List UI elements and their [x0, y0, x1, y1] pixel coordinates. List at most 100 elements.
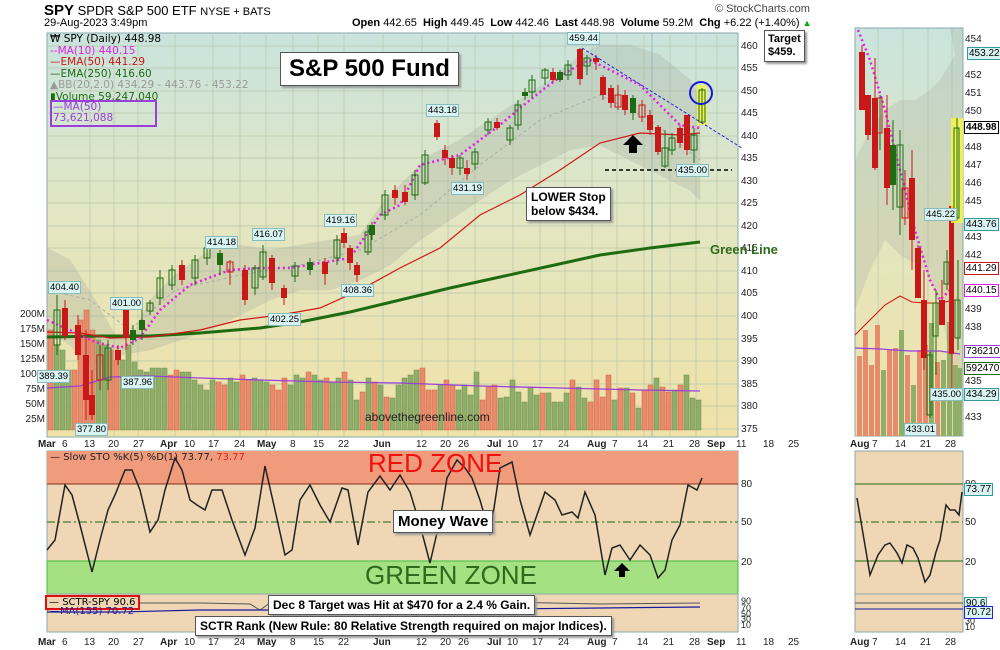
- stop-annotation: LOWER Stop below $434.: [526, 187, 611, 221]
- svg-text:442: 442: [965, 250, 982, 261]
- svg-text:150M: 150M: [20, 339, 45, 350]
- svg-text:125M: 125M: [20, 354, 45, 365]
- x-axis-top: Mar 6 13 20 27 Apr 10 17 24 May 8 15 22 Jun 12 20 2…: [38, 439, 800, 450]
- svg-text:Sep: Sep: [707, 439, 725, 450]
- volume-value: 59.2M: [662, 17, 694, 29]
- svg-text:15: 15: [313, 637, 325, 648]
- svg-text:410: 410: [741, 266, 758, 277]
- svg-text:21: 21: [663, 439, 675, 450]
- watermark: abovethegreenline.com: [365, 410, 490, 424]
- svg-text:380: 380: [741, 401, 758, 412]
- svg-text:18: 18: [763, 637, 775, 648]
- up-triangle-icon: ▲: [802, 18, 812, 28]
- svg-text:28: 28: [945, 439, 957, 450]
- legend-bb: BB(20,2.0) 434.29 - 443.76 - 453.22: [58, 79, 249, 91]
- green-zone-label: GREEN ZONE: [365, 560, 537, 590]
- svg-text:12: 12: [416, 637, 428, 648]
- svg-text:24: 24: [558, 439, 570, 450]
- svg-text:14: 14: [895, 439, 907, 450]
- svg-text:8: 8: [290, 637, 296, 648]
- last-value: 448.98: [580, 17, 615, 29]
- svg-text:10: 10: [741, 620, 751, 630]
- svg-text:50: 50: [741, 517, 753, 528]
- svg-text:Apr: Apr: [160, 637, 177, 648]
- svg-text:7: 7: [612, 439, 618, 450]
- zoom-x-axis: Aug 7 14 21 28 Aug 7 14 21 28: [850, 439, 957, 648]
- svg-text:445: 445: [741, 108, 758, 119]
- svg-text:50: 50: [741, 609, 751, 619]
- svg-text:Jul: Jul: [487, 637, 502, 648]
- candlesticks: [53, 48, 707, 420]
- svg-text:460: 460: [741, 41, 758, 52]
- svg-text:6: 6: [62, 439, 68, 450]
- symbol-header: SPY SPDR S&P 500 ETF NYSE + BATS: [44, 2, 271, 19]
- sctr-rank-annotation: SCTR Rank (New Rule: 80 Relative Strengt…: [195, 616, 612, 636]
- svg-text:75M: 75M: [26, 384, 45, 395]
- svg-text:Apr: Apr: [160, 439, 177, 450]
- buy-arrow-icon: [623, 135, 643, 153]
- svg-text:14: 14: [637, 439, 649, 450]
- svg-text:11: 11: [736, 637, 747, 648]
- svg-text:Aug: Aug: [587, 439, 606, 450]
- svg-text:24: 24: [234, 439, 246, 450]
- buy-arrow-icon: [614, 563, 630, 577]
- svg-text:27: 27: [133, 637, 145, 648]
- svg-text:405: 405: [741, 288, 758, 299]
- svg-text:10: 10: [507, 637, 519, 648]
- legend: ₩ SPY (Daily) 448.98 --MA(10) 440.15 —EM…: [50, 33, 249, 127]
- svg-text:50: 50: [965, 517, 977, 528]
- svg-text:420: 420: [741, 221, 758, 232]
- line-icon: —: [49, 597, 59, 608]
- sctr-legend: — SCTR-SPY 90.6: [45, 595, 140, 610]
- svg-text:385: 385: [741, 379, 758, 390]
- svg-text:26: 26: [458, 637, 470, 648]
- svg-text:446: 446: [965, 178, 982, 189]
- svg-text:20: 20: [108, 439, 120, 450]
- svg-text:20: 20: [965, 557, 977, 568]
- svg-text:30: 30: [741, 614, 751, 624]
- legend-ma10: MA(10) 440.15: [57, 44, 136, 57]
- copyright: © StockCharts.com: [715, 3, 810, 15]
- svg-text:450: 450: [965, 106, 982, 117]
- svg-text:Jul: Jul: [487, 439, 502, 450]
- svg-text:435: 435: [741, 153, 758, 164]
- svg-text:20: 20: [440, 439, 452, 450]
- svg-text:Jun: Jun: [373, 439, 391, 450]
- volume-axis: 200M 175M 150M 125M 100M 75M 50M 25M: [20, 309, 45, 425]
- svg-text:440: 440: [741, 131, 758, 142]
- green-line-label: Green Line: [710, 242, 778, 257]
- svg-text:25: 25: [788, 637, 800, 648]
- symbol-name: SPDR S&P 500 ETF: [77, 3, 197, 18]
- svg-text:100M: 100M: [20, 369, 45, 380]
- svg-text:10: 10: [965, 622, 975, 632]
- svg-text:14: 14: [895, 637, 907, 648]
- svg-text:6: 6: [62, 637, 68, 648]
- line-icon: —: [50, 56, 61, 68]
- svg-text:438: 438: [965, 322, 982, 333]
- svg-text:415: 415: [741, 243, 758, 254]
- svg-text:21: 21: [920, 439, 932, 450]
- svg-text:80: 80: [741, 479, 753, 490]
- svg-text:Sep: Sep: [707, 637, 725, 648]
- target-annotation: Target $459.: [764, 30, 805, 62]
- legend-ema250: EMA(250) 416.60: [60, 67, 152, 80]
- svg-text:450: 450: [741, 86, 758, 97]
- high-value: 449.45: [450, 17, 485, 29]
- svg-text:11: 11: [736, 439, 747, 450]
- svg-text:8: 8: [290, 439, 296, 450]
- svg-text:24: 24: [234, 637, 246, 648]
- dec-target-annotation: Dec 8 Target was Hit at $470 for a 2.4 %…: [268, 595, 536, 615]
- svg-text:454: 454: [965, 34, 982, 45]
- candle-icon: ₩: [50, 33, 61, 45]
- svg-text:433: 433: [965, 412, 982, 423]
- svg-text:390: 390: [741, 356, 758, 367]
- svg-text:455: 455: [741, 63, 758, 74]
- svg-text:26: 26: [458, 439, 470, 450]
- line-icon: —: [50, 606, 60, 617]
- svg-text:443: 443: [965, 232, 982, 243]
- svg-text:90: 90: [741, 596, 751, 606]
- x-axis-bottom: Mar 6 13 20 27 Apr 10 17 24 May 8 15 22 Jun 12 20 2…: [38, 637, 800, 648]
- svg-text:452: 452: [965, 70, 982, 81]
